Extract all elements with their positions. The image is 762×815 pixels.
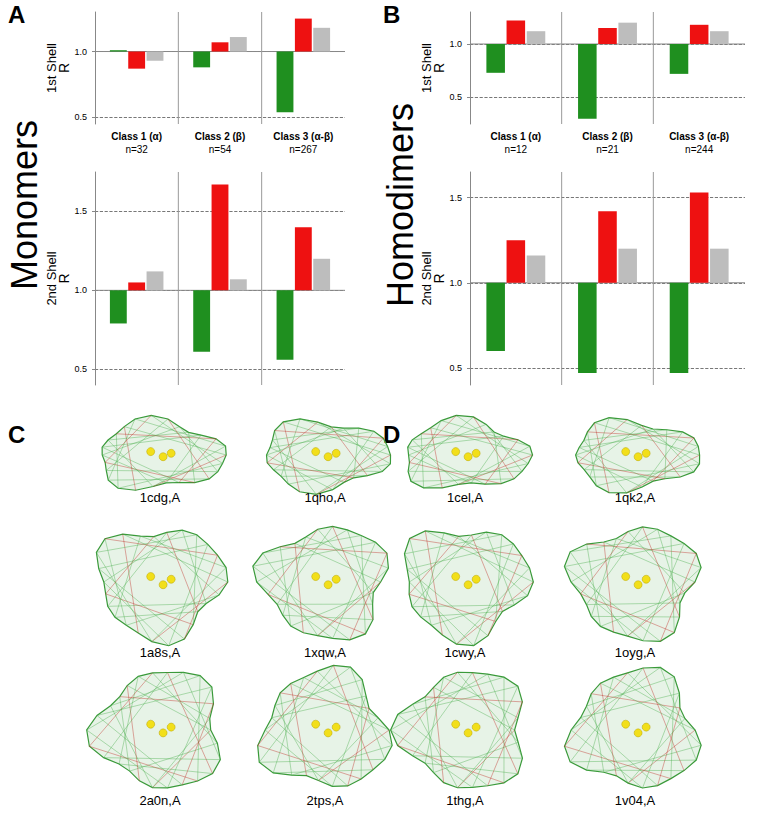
svg-text:1qho,A: 1qho,A	[304, 490, 346, 505]
svg-text:R: R	[56, 63, 72, 73]
svg-text:Class 1 (α): Class 1 (α)	[111, 131, 162, 142]
svg-text:1.5: 1.5	[74, 206, 87, 216]
svg-text:0.5: 0.5	[74, 364, 87, 374]
svg-text:Class 2 (β): Class 2 (β)	[195, 131, 246, 142]
svg-text:1v04,A: 1v04,A	[615, 793, 656, 808]
svg-text:n=267: n=267	[289, 144, 318, 155]
svg-text:C: C	[8, 421, 25, 448]
svg-text:n=12: n=12	[505, 144, 528, 155]
svg-text:1.0: 1.0	[449, 278, 462, 288]
svg-text:1thg,A: 1thg,A	[446, 793, 484, 808]
svg-text:Class 3 (α-β): Class 3 (α-β)	[669, 131, 729, 142]
svg-text:R: R	[431, 273, 447, 283]
svg-text:1a8s,A: 1a8s,A	[140, 645, 181, 660]
svg-text:1cdg,A: 1cdg,A	[140, 490, 181, 505]
svg-text:1xqw,A: 1xqw,A	[304, 645, 346, 660]
svg-text:1cel,A: 1cel,A	[447, 490, 483, 505]
svg-text:Monomers: Monomers	[4, 120, 45, 290]
svg-text:D: D	[383, 420, 401, 448]
svg-text:R: R	[56, 273, 72, 283]
svg-text:B: B	[383, 1, 400, 28]
svg-text:1oyg,A: 1oyg,A	[615, 645, 656, 660]
svg-text:2a0n,A: 2a0n,A	[139, 793, 181, 808]
svg-text:1cwy,A: 1cwy,A	[445, 645, 486, 660]
svg-text:2nd Shell: 2nd Shell	[43, 251, 59, 306]
svg-text:0.5: 0.5	[449, 92, 462, 102]
svg-text:Class 1 (α): Class 1 (α)	[491, 131, 542, 142]
svg-text:n=21: n=21	[596, 144, 619, 155]
svg-text:Class 3 (α-β): Class 3 (α-β)	[273, 131, 333, 142]
svg-text:A: A	[8, 1, 25, 28]
svg-text:0.5: 0.5	[449, 363, 462, 373]
svg-text:1st Shell: 1st Shell	[43, 43, 59, 93]
svg-text:2nd Shell: 2nd Shell	[418, 251, 434, 306]
svg-text:Class 2 (β): Class 2 (β)	[582, 131, 633, 142]
svg-text:0.5: 0.5	[74, 112, 87, 122]
svg-text:n=54: n=54	[209, 144, 232, 155]
svg-text:R: R	[431, 63, 447, 73]
svg-text:n=32: n=32	[125, 144, 148, 155]
svg-text:Homodimers: Homodimers	[380, 103, 421, 307]
svg-text:1.5: 1.5	[449, 193, 462, 203]
svg-text:1.0: 1.0	[74, 47, 87, 57]
svg-text:n=244: n=244	[685, 144, 714, 155]
svg-text:1.0: 1.0	[449, 39, 462, 49]
svg-text:2tps,A: 2tps,A	[307, 793, 344, 808]
svg-text:1.0: 1.0	[74, 285, 87, 295]
svg-text:1st Shell: 1st Shell	[418, 43, 434, 93]
svg-text:1qk2,A: 1qk2,A	[615, 490, 656, 505]
